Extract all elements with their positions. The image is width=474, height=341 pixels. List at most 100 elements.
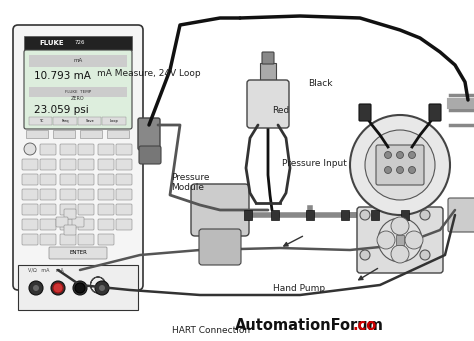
Text: ENTER: ENTER bbox=[69, 251, 87, 255]
FancyBboxPatch shape bbox=[116, 189, 132, 200]
Bar bbox=[78, 117, 101, 125]
FancyBboxPatch shape bbox=[78, 189, 94, 200]
Circle shape bbox=[360, 210, 370, 220]
FancyBboxPatch shape bbox=[40, 234, 56, 245]
FancyBboxPatch shape bbox=[199, 229, 241, 265]
FancyBboxPatch shape bbox=[60, 174, 76, 185]
Text: Freq: Freq bbox=[62, 119, 69, 123]
FancyBboxPatch shape bbox=[60, 204, 76, 215]
Circle shape bbox=[405, 231, 423, 249]
Circle shape bbox=[75, 283, 85, 293]
FancyBboxPatch shape bbox=[429, 104, 441, 121]
Bar bbox=[29, 117, 53, 125]
FancyBboxPatch shape bbox=[64, 209, 76, 219]
FancyBboxPatch shape bbox=[40, 159, 56, 170]
FancyBboxPatch shape bbox=[40, 189, 56, 200]
Circle shape bbox=[396, 166, 403, 174]
Circle shape bbox=[420, 210, 430, 220]
FancyBboxPatch shape bbox=[64, 225, 76, 235]
FancyBboxPatch shape bbox=[60, 189, 76, 200]
FancyBboxPatch shape bbox=[262, 52, 274, 64]
FancyBboxPatch shape bbox=[40, 204, 56, 215]
Circle shape bbox=[396, 151, 403, 159]
Text: Loop: Loop bbox=[110, 119, 118, 123]
FancyBboxPatch shape bbox=[56, 217, 68, 227]
Text: Pressure
Module: Pressure Module bbox=[171, 173, 209, 192]
Circle shape bbox=[73, 281, 87, 295]
Circle shape bbox=[384, 151, 392, 159]
FancyBboxPatch shape bbox=[78, 219, 94, 230]
Bar bbox=[54, 117, 77, 125]
Bar bbox=[29, 87, 127, 97]
FancyBboxPatch shape bbox=[22, 219, 38, 230]
Text: FLUKE  TEMP: FLUKE TEMP bbox=[65, 90, 91, 94]
Text: V/Ω   mA    mA: V/Ω mA mA bbox=[28, 268, 64, 273]
FancyBboxPatch shape bbox=[60, 159, 76, 170]
FancyBboxPatch shape bbox=[98, 159, 114, 170]
Circle shape bbox=[29, 281, 43, 295]
Circle shape bbox=[360, 250, 370, 260]
Bar bbox=[102, 117, 126, 125]
FancyBboxPatch shape bbox=[116, 219, 132, 230]
Circle shape bbox=[384, 166, 392, 174]
Text: .co: .co bbox=[353, 317, 377, 332]
FancyBboxPatch shape bbox=[40, 144, 56, 155]
Text: Pressure Input: Pressure Input bbox=[282, 159, 347, 168]
Circle shape bbox=[53, 283, 63, 293]
Text: FLUKE: FLUKE bbox=[39, 40, 64, 46]
Bar bbox=[29, 55, 127, 67]
Bar bbox=[371, 210, 379, 220]
FancyBboxPatch shape bbox=[60, 219, 76, 230]
Text: HART Connection: HART Connection bbox=[172, 326, 250, 335]
Bar bbox=[244, 210, 252, 220]
FancyBboxPatch shape bbox=[60, 144, 76, 155]
Circle shape bbox=[409, 151, 416, 159]
Circle shape bbox=[51, 281, 65, 295]
FancyBboxPatch shape bbox=[22, 159, 38, 170]
Bar bbox=[396, 235, 404, 245]
FancyBboxPatch shape bbox=[98, 204, 114, 215]
FancyBboxPatch shape bbox=[78, 159, 94, 170]
Bar bbox=[24, 36, 132, 50]
Text: ZERO: ZERO bbox=[71, 97, 85, 102]
Bar bbox=[341, 210, 349, 220]
FancyBboxPatch shape bbox=[359, 104, 371, 121]
Circle shape bbox=[350, 115, 450, 215]
Circle shape bbox=[365, 130, 435, 200]
Bar bbox=[271, 210, 279, 220]
FancyBboxPatch shape bbox=[98, 189, 114, 200]
Text: 726: 726 bbox=[74, 41, 85, 45]
FancyBboxPatch shape bbox=[376, 145, 424, 185]
FancyBboxPatch shape bbox=[98, 219, 114, 230]
Circle shape bbox=[391, 245, 409, 263]
Text: mA: mA bbox=[73, 59, 82, 63]
FancyBboxPatch shape bbox=[98, 174, 114, 185]
FancyBboxPatch shape bbox=[78, 234, 94, 245]
FancyBboxPatch shape bbox=[98, 144, 114, 155]
Circle shape bbox=[24, 143, 36, 155]
Bar bbox=[401, 210, 409, 220]
FancyBboxPatch shape bbox=[72, 217, 84, 227]
Circle shape bbox=[420, 250, 430, 260]
Text: Black: Black bbox=[308, 79, 333, 88]
Circle shape bbox=[77, 285, 83, 291]
FancyBboxPatch shape bbox=[78, 174, 94, 185]
FancyBboxPatch shape bbox=[49, 247, 107, 259]
Text: 23.059 psi: 23.059 psi bbox=[34, 105, 89, 115]
FancyBboxPatch shape bbox=[22, 234, 38, 245]
FancyBboxPatch shape bbox=[98, 234, 114, 245]
Text: AutomationForum: AutomationForum bbox=[235, 317, 384, 332]
FancyBboxPatch shape bbox=[116, 159, 132, 170]
Bar bbox=[26, 130, 48, 138]
Text: mA Measure, 24V Loop: mA Measure, 24V Loop bbox=[98, 69, 201, 78]
FancyBboxPatch shape bbox=[22, 189, 38, 200]
Text: TC: TC bbox=[38, 119, 43, 123]
Text: Save: Save bbox=[85, 119, 94, 123]
Text: Hand Pump: Hand Pump bbox=[273, 284, 325, 293]
FancyBboxPatch shape bbox=[78, 204, 94, 215]
FancyBboxPatch shape bbox=[448, 198, 474, 232]
Bar bbox=[260, 63, 276, 83]
FancyBboxPatch shape bbox=[139, 146, 161, 164]
FancyBboxPatch shape bbox=[116, 204, 132, 215]
FancyBboxPatch shape bbox=[116, 174, 132, 185]
